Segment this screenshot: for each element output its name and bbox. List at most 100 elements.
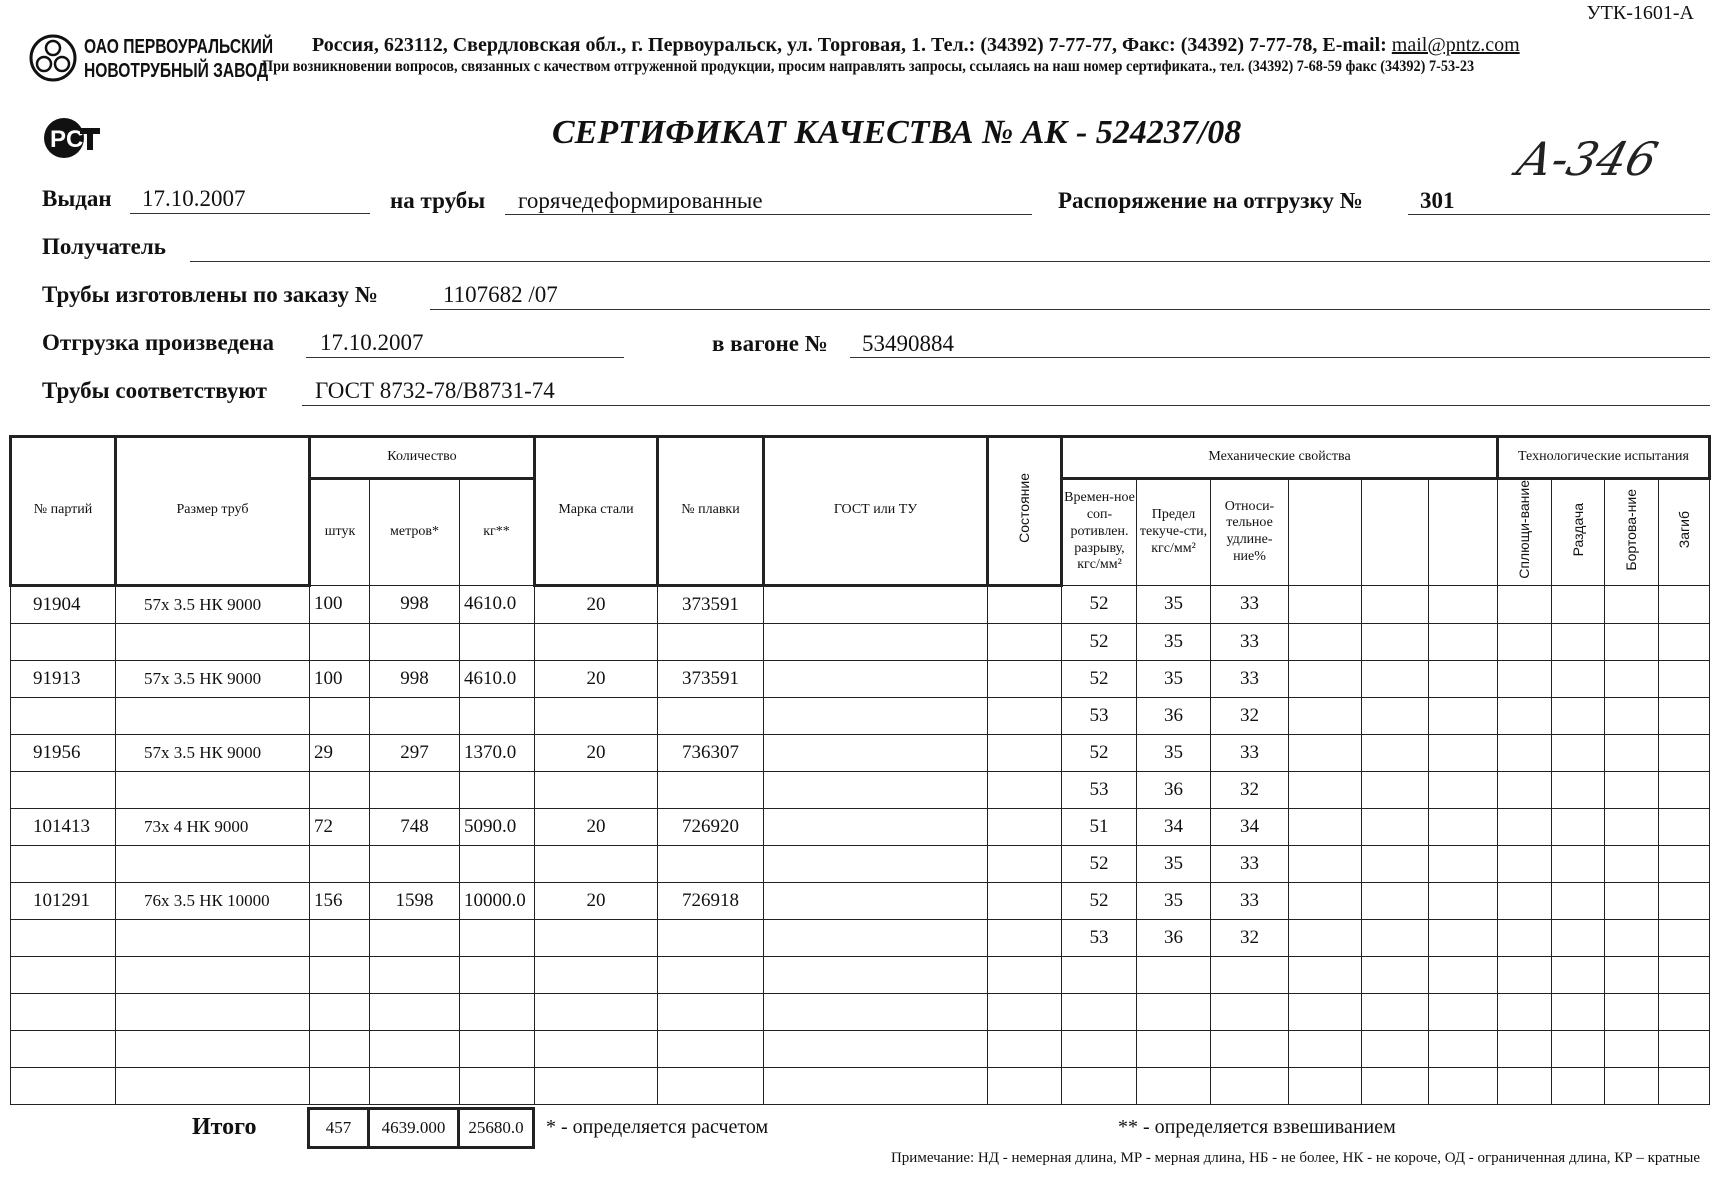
cell-expansion [1551, 992, 1605, 1031]
cell-state [987, 844, 1062, 883]
cell-extra2 [1361, 881, 1429, 920]
cell-expansion [1551, 584, 1605, 624]
cell-tensile [1061, 955, 1137, 994]
header-pieces: штук [309, 478, 370, 586]
cell-flanging [1604, 733, 1659, 772]
cell-meters [369, 992, 460, 1031]
flattening-text: Сплющи-вание [1516, 480, 1533, 579]
cell-tensile: 53 [1061, 696, 1137, 735]
issued-date: 17.10.2007 [142, 186, 246, 211]
cell-yield [1136, 1029, 1211, 1068]
cell-size [115, 955, 310, 994]
cell-steel-grade: 20 [534, 733, 658, 772]
cell-extra2 [1361, 1066, 1429, 1105]
cell-state [987, 770, 1062, 809]
cell-flattening [1497, 659, 1552, 698]
cell-expansion [1551, 622, 1605, 661]
cell-flattening [1497, 770, 1552, 809]
cell-state [987, 955, 1062, 994]
cell-bend [1658, 659, 1710, 698]
cell-heat: 726920 [657, 807, 764, 846]
svg-text:PC: PC [50, 126, 83, 153]
cell-elongation [1210, 992, 1289, 1031]
cell-flanging [1604, 659, 1659, 698]
cell-pieces [309, 918, 370, 957]
shipment-date: 17.10.2007 [320, 330, 424, 355]
cell-state [987, 584, 1062, 624]
cell-tensile: 52 [1061, 844, 1137, 883]
cell-state [987, 918, 1062, 957]
cell-elongation [1210, 1029, 1289, 1068]
certificate-title: СЕРТИФИКАТ КАЧЕСТВА № АК - 524237/08 [552, 114, 1242, 151]
wagon-number: 53490884 [862, 331, 954, 356]
cell-heat: 726918 [657, 881, 764, 920]
expansion-text: Раздача [1569, 502, 1586, 557]
table-row: 91904 57х 3.5 НК 9000 100 998 4610.0 20 373591… [10, 584, 1710, 624]
company-name-line1: ОАО ПЕРВОУРАЛЬСКИЙ [84, 36, 274, 58]
cell-gost [763, 955, 988, 994]
header-flanging: Бортова-ние [1604, 478, 1659, 586]
cell-pieces [309, 955, 370, 994]
form-code: УТК-1601-А [1586, 2, 1694, 24]
cell-size [115, 1029, 310, 1068]
cell-batch [10, 1029, 116, 1068]
cell-tensile: 52 [1061, 622, 1137, 661]
cell-meters [369, 918, 460, 957]
cell-batch: 91904 [10, 584, 116, 624]
cell-expansion [1551, 733, 1605, 772]
header-elongation: Относи-тельное удлине-ние% [1210, 478, 1289, 586]
email-link[interactable]: mail@pntz.com [1391, 34, 1520, 56]
table-row: 101413 73х 4 НК 9000 72 748 5090.0 20 726920 51… [10, 807, 1710, 846]
cell-meters [369, 696, 460, 735]
cell-flanging [1604, 955, 1659, 994]
pipes-label: на трубы [390, 188, 486, 213]
cell-expansion [1551, 918, 1605, 957]
cell-flanging [1604, 807, 1659, 846]
header-gost: ГОСТ или ТУ [762, 435, 989, 587]
cell-extra2 [1361, 955, 1429, 994]
cell-flanging [1604, 1029, 1659, 1068]
cell-expansion [1551, 807, 1605, 846]
cell-elongation [1210, 955, 1289, 994]
cell-flattening [1497, 918, 1552, 957]
header-meters: метров* [369, 478, 460, 586]
cell-expansion [1551, 659, 1605, 698]
table-row: 91956 57х 3.5 НК 9000 29 297 1370.0 20 736307 5… [10, 733, 1710, 772]
cell-pieces: 100 [309, 584, 370, 624]
cell-kg [459, 770, 535, 809]
cell-extra3 [1428, 992, 1498, 1031]
cell-extra1 [1288, 696, 1362, 735]
cell-bend [1658, 622, 1710, 661]
cell-elongation: 32 [1210, 696, 1289, 735]
cell-size [115, 844, 310, 883]
cell-state [987, 696, 1062, 735]
cell-elongation: 33 [1210, 844, 1289, 883]
cell-kg: 10000.0 [459, 881, 535, 920]
cell-elongation: 33 [1210, 659, 1289, 698]
table-row: 53 36 32 [10, 696, 1710, 735]
cell-heat: 736307 [657, 733, 764, 772]
table-row: 52 35 33 [10, 844, 1710, 883]
cell-expansion [1551, 770, 1605, 809]
cell-size [115, 1066, 310, 1105]
cell-flattening [1497, 696, 1552, 735]
cell-flattening [1497, 881, 1552, 920]
cell-size [115, 918, 310, 957]
cell-pieces: 29 [309, 733, 370, 772]
cell-pieces: 100 [309, 659, 370, 698]
cell-gost [763, 696, 988, 735]
cell-state [987, 733, 1062, 772]
cell-extra3 [1428, 659, 1498, 698]
cell-yield: 34 [1136, 807, 1211, 846]
table-row: 101291 76х 3.5 НК 10000 156 1598 10000.0 20 72… [10, 881, 1710, 920]
table-row [10, 992, 1710, 1031]
cell-kg [459, 844, 535, 883]
cell-extra1 [1288, 622, 1362, 661]
cell-extra3 [1428, 733, 1498, 772]
cell-extra3 [1428, 584, 1498, 624]
cell-bend [1658, 992, 1710, 1031]
cell-extra2 [1361, 844, 1429, 883]
cell-batch [10, 844, 116, 883]
cell-elongation [1210, 1066, 1289, 1105]
